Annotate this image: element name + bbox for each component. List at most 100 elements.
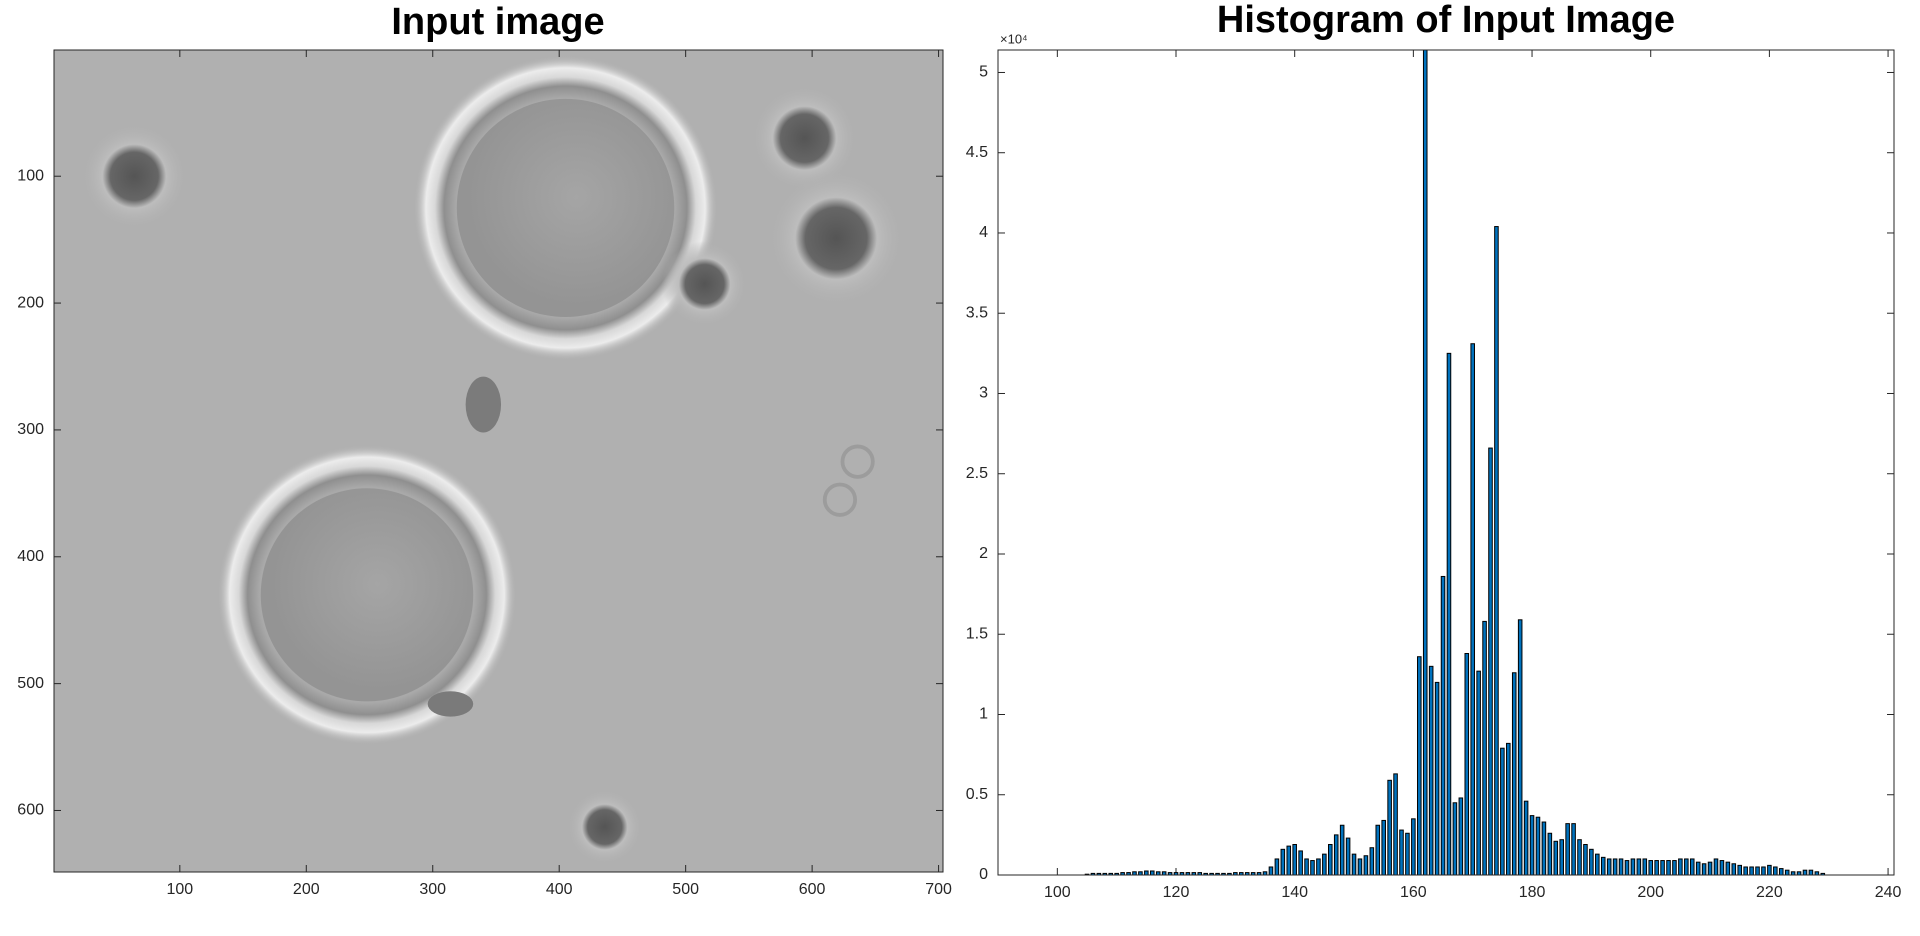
bar <box>1144 870 1149 875</box>
bar <box>1221 872 1226 875</box>
y-tick-label: 200 <box>17 294 44 311</box>
x-tick-label: 220 <box>1756 884 1783 901</box>
bar <box>1280 848 1286 875</box>
y-tick-label: 0 <box>979 866 988 883</box>
bar <box>1648 860 1653 875</box>
bar <box>1310 860 1315 875</box>
bar <box>1547 832 1553 875</box>
y-tick-label: 5 <box>979 64 988 81</box>
bar <box>1778 868 1784 875</box>
bar <box>1452 802 1458 875</box>
bar <box>1719 860 1725 875</box>
bar <box>1108 872 1114 875</box>
bar <box>1660 860 1665 875</box>
x-tick-label: 200 <box>1637 884 1664 901</box>
y-tick-label: 500 <box>17 675 44 692</box>
bar <box>1553 840 1559 875</box>
bar <box>1725 861 1731 875</box>
y-tick-label: 3.5 <box>966 304 988 321</box>
bar <box>1090 872 1096 875</box>
bar <box>1618 858 1624 875</box>
x-tick-label: 400 <box>546 881 573 898</box>
y-tick-label: 300 <box>17 421 44 438</box>
bar <box>1345 837 1351 875</box>
axes-box <box>53 49 944 873</box>
x-tick-label: 500 <box>672 881 699 898</box>
bar <box>1678 858 1683 875</box>
bar <box>1713 858 1719 875</box>
bar <box>1387 779 1392 875</box>
bar <box>1784 869 1790 875</box>
x-tick-label: 700 <box>925 881 952 898</box>
bar <box>1511 672 1517 875</box>
bar <box>1589 848 1594 875</box>
bar <box>1529 815 1535 875</box>
x-tick-label: 200 <box>293 881 320 898</box>
bar <box>1417 656 1422 875</box>
bar <box>1096 872 1102 875</box>
bar <box>1488 447 1493 875</box>
bar <box>1630 858 1636 875</box>
bar <box>1684 858 1689 875</box>
bar <box>1298 850 1303 875</box>
bar <box>1339 824 1345 875</box>
bar <box>1227 872 1232 875</box>
bar <box>1731 863 1737 875</box>
bar <box>1654 860 1659 875</box>
bar <box>1707 861 1713 875</box>
bars <box>1084 50 1826 875</box>
bar <box>1808 869 1814 875</box>
x-tick-label: 600 <box>799 881 826 898</box>
x-tick-label: 140 <box>1281 884 1308 901</box>
bar <box>1642 858 1648 875</box>
x-tick-label: 180 <box>1519 884 1546 901</box>
bar <box>1820 872 1826 875</box>
bar <box>1559 839 1564 875</box>
x-tick-label: 160 <box>1400 884 1427 901</box>
bar <box>1761 866 1766 875</box>
bar <box>1411 818 1416 875</box>
y-tick-label: 400 <box>17 548 44 565</box>
bar <box>1595 853 1600 875</box>
bar <box>1606 858 1612 875</box>
bar <box>1476 670 1481 875</box>
bar <box>1612 858 1618 875</box>
bar <box>1203 872 1208 875</box>
x-tick-label: 100 <box>166 881 193 898</box>
bar <box>1666 860 1671 875</box>
bar <box>1494 226 1499 875</box>
y-tick-label: 600 <box>17 802 44 819</box>
bar <box>1689 858 1695 875</box>
y-tick-label: 4.5 <box>966 144 988 161</box>
bar <box>1268 866 1274 875</box>
bar <box>1470 343 1475 875</box>
y-tick-label: 3 <box>979 385 988 402</box>
bar <box>1434 681 1440 875</box>
bar <box>1274 858 1280 875</box>
input-image <box>54 50 943 872</box>
bar <box>1517 619 1523 875</box>
bar <box>1565 823 1570 875</box>
x-tick-label: 240 <box>1875 884 1902 901</box>
bar <box>1333 834 1339 875</box>
bar <box>1114 872 1119 875</box>
bar <box>1743 866 1748 875</box>
bar <box>1577 839 1582 875</box>
bar <box>1571 823 1576 875</box>
bar <box>1583 844 1588 875</box>
bar <box>1600 856 1606 875</box>
image-title: Input image <box>391 1 604 43</box>
bar <box>1363 855 1369 875</box>
bar <box>1446 352 1452 875</box>
bar <box>1351 853 1357 875</box>
bar <box>1636 858 1642 875</box>
bar <box>1393 773 1398 875</box>
bar <box>1405 832 1410 875</box>
bar <box>1506 742 1511 875</box>
bar <box>1316 858 1321 875</box>
axes-box <box>997 49 1895 876</box>
bar <box>1422 50 1428 875</box>
bar <box>1322 853 1327 875</box>
bar <box>1802 869 1808 875</box>
y-tick-label: 100 <box>17 167 44 184</box>
